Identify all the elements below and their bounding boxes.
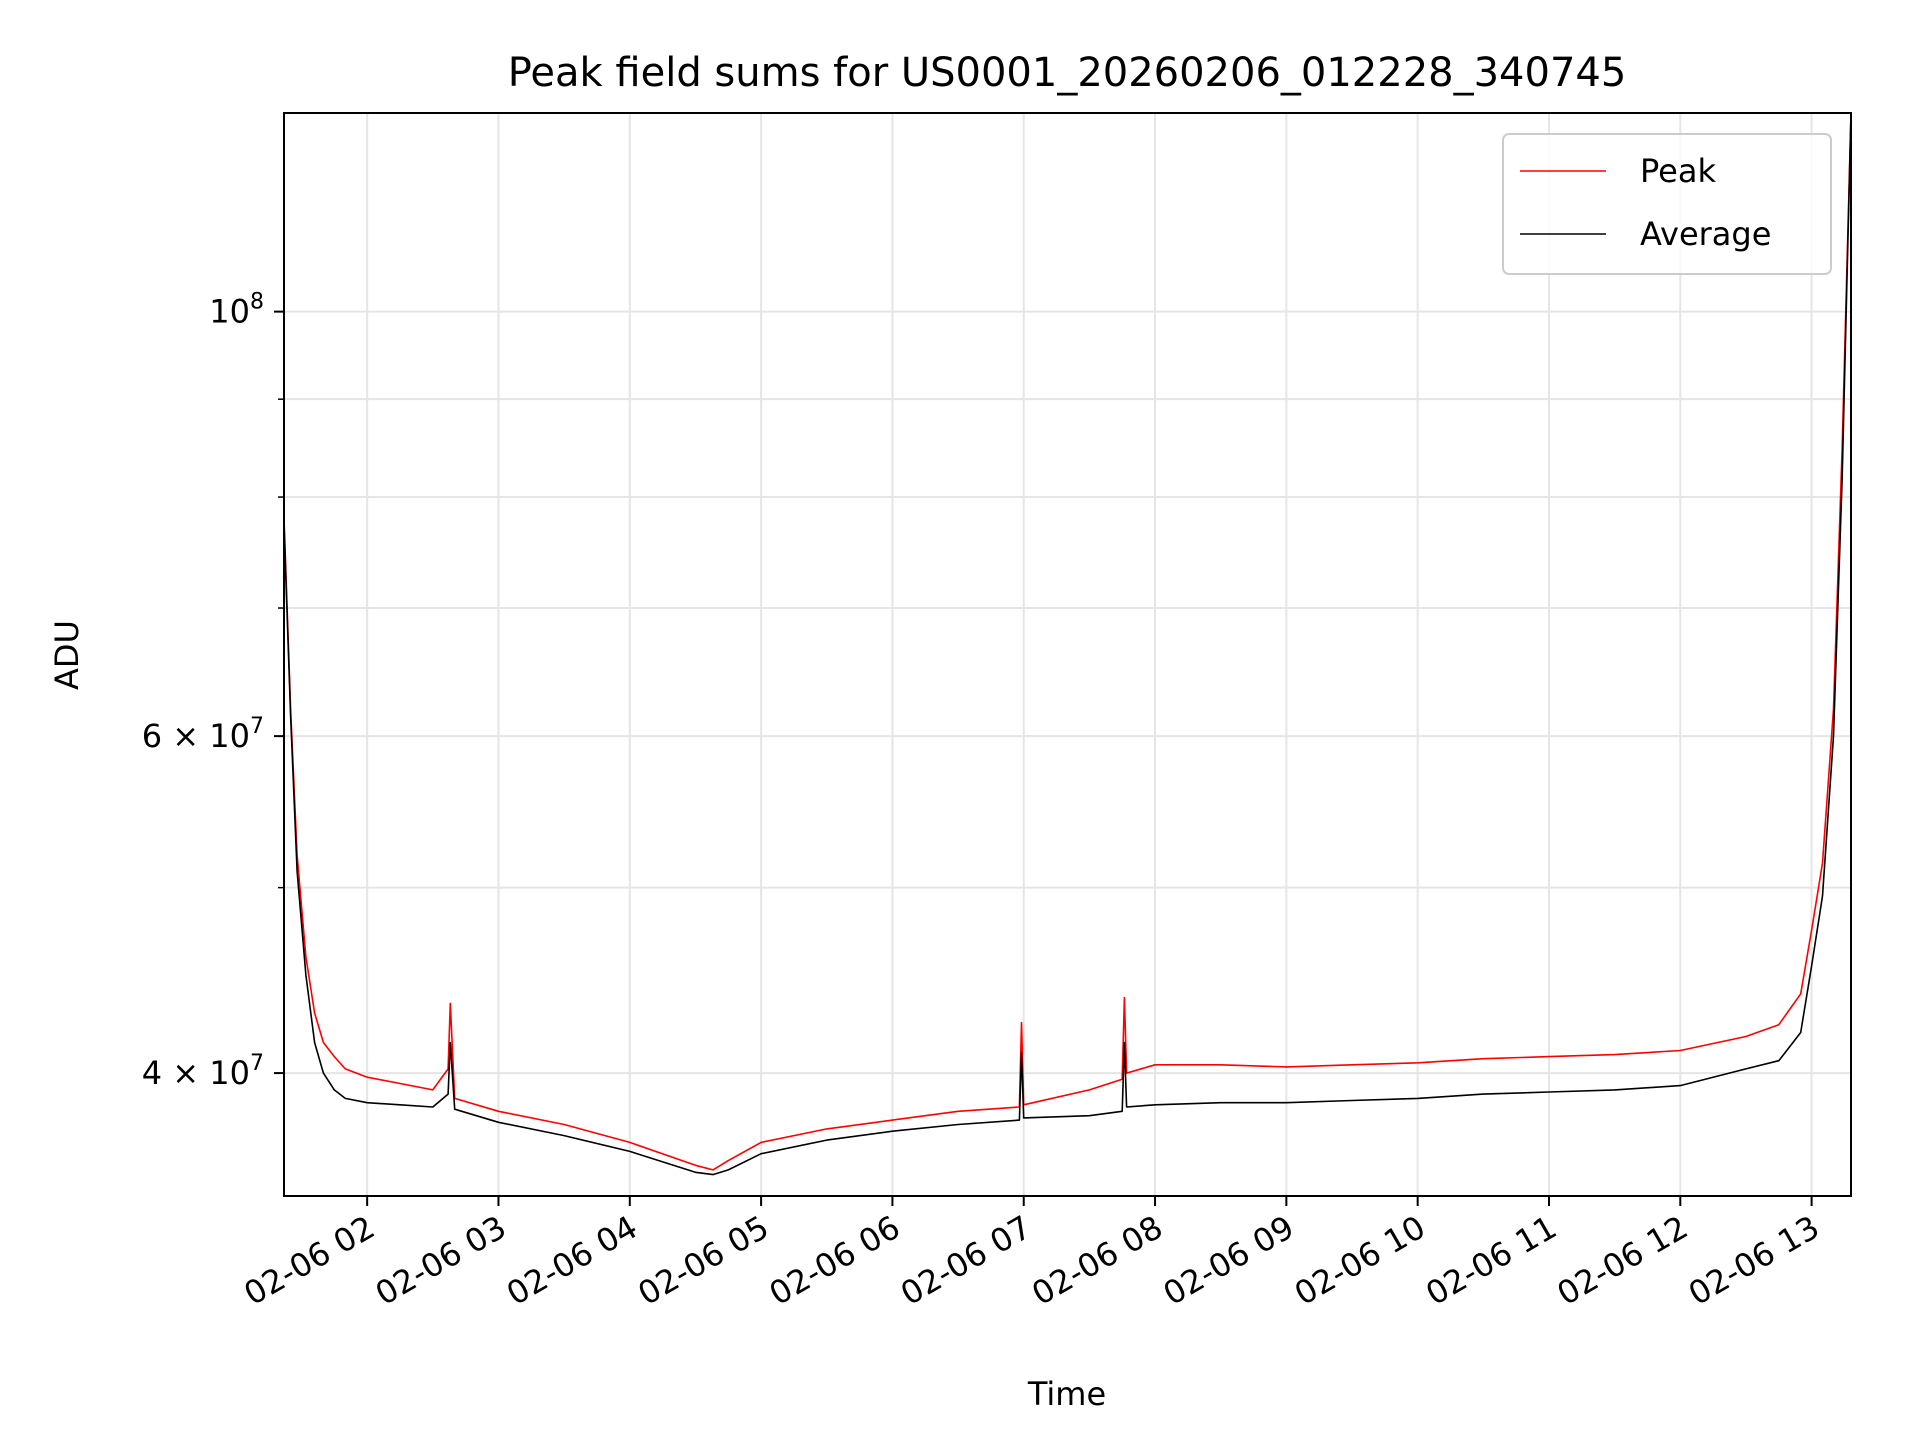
y-axis-label: ADU [48, 620, 86, 690]
series-line-average [284, 113, 1851, 1176]
legend: Peak Average [1502, 133, 1832, 275]
y-tick-label: 108 [209, 290, 264, 331]
legend-label-average: Average [1640, 215, 1771, 253]
chart-title: Peak field sums for US0001_20260206_0122… [508, 50, 1627, 96]
y-tick-label: 4 × 107 [142, 1051, 264, 1092]
x-axis-label: Time [1027, 1375, 1106, 1413]
legend-frame [1502, 133, 1832, 275]
series-layer [284, 113, 1851, 1176]
y-axis: 108 6 × 107 4 × 107 [142, 290, 284, 1092]
y-tick-label: 6 × 107 [142, 714, 264, 755]
legend-label-peak: Peak [1640, 152, 1716, 190]
grid-lines [284, 113, 1851, 1196]
plot-frame [283, 112, 1852, 1197]
series-line-peak [284, 113, 1851, 1171]
